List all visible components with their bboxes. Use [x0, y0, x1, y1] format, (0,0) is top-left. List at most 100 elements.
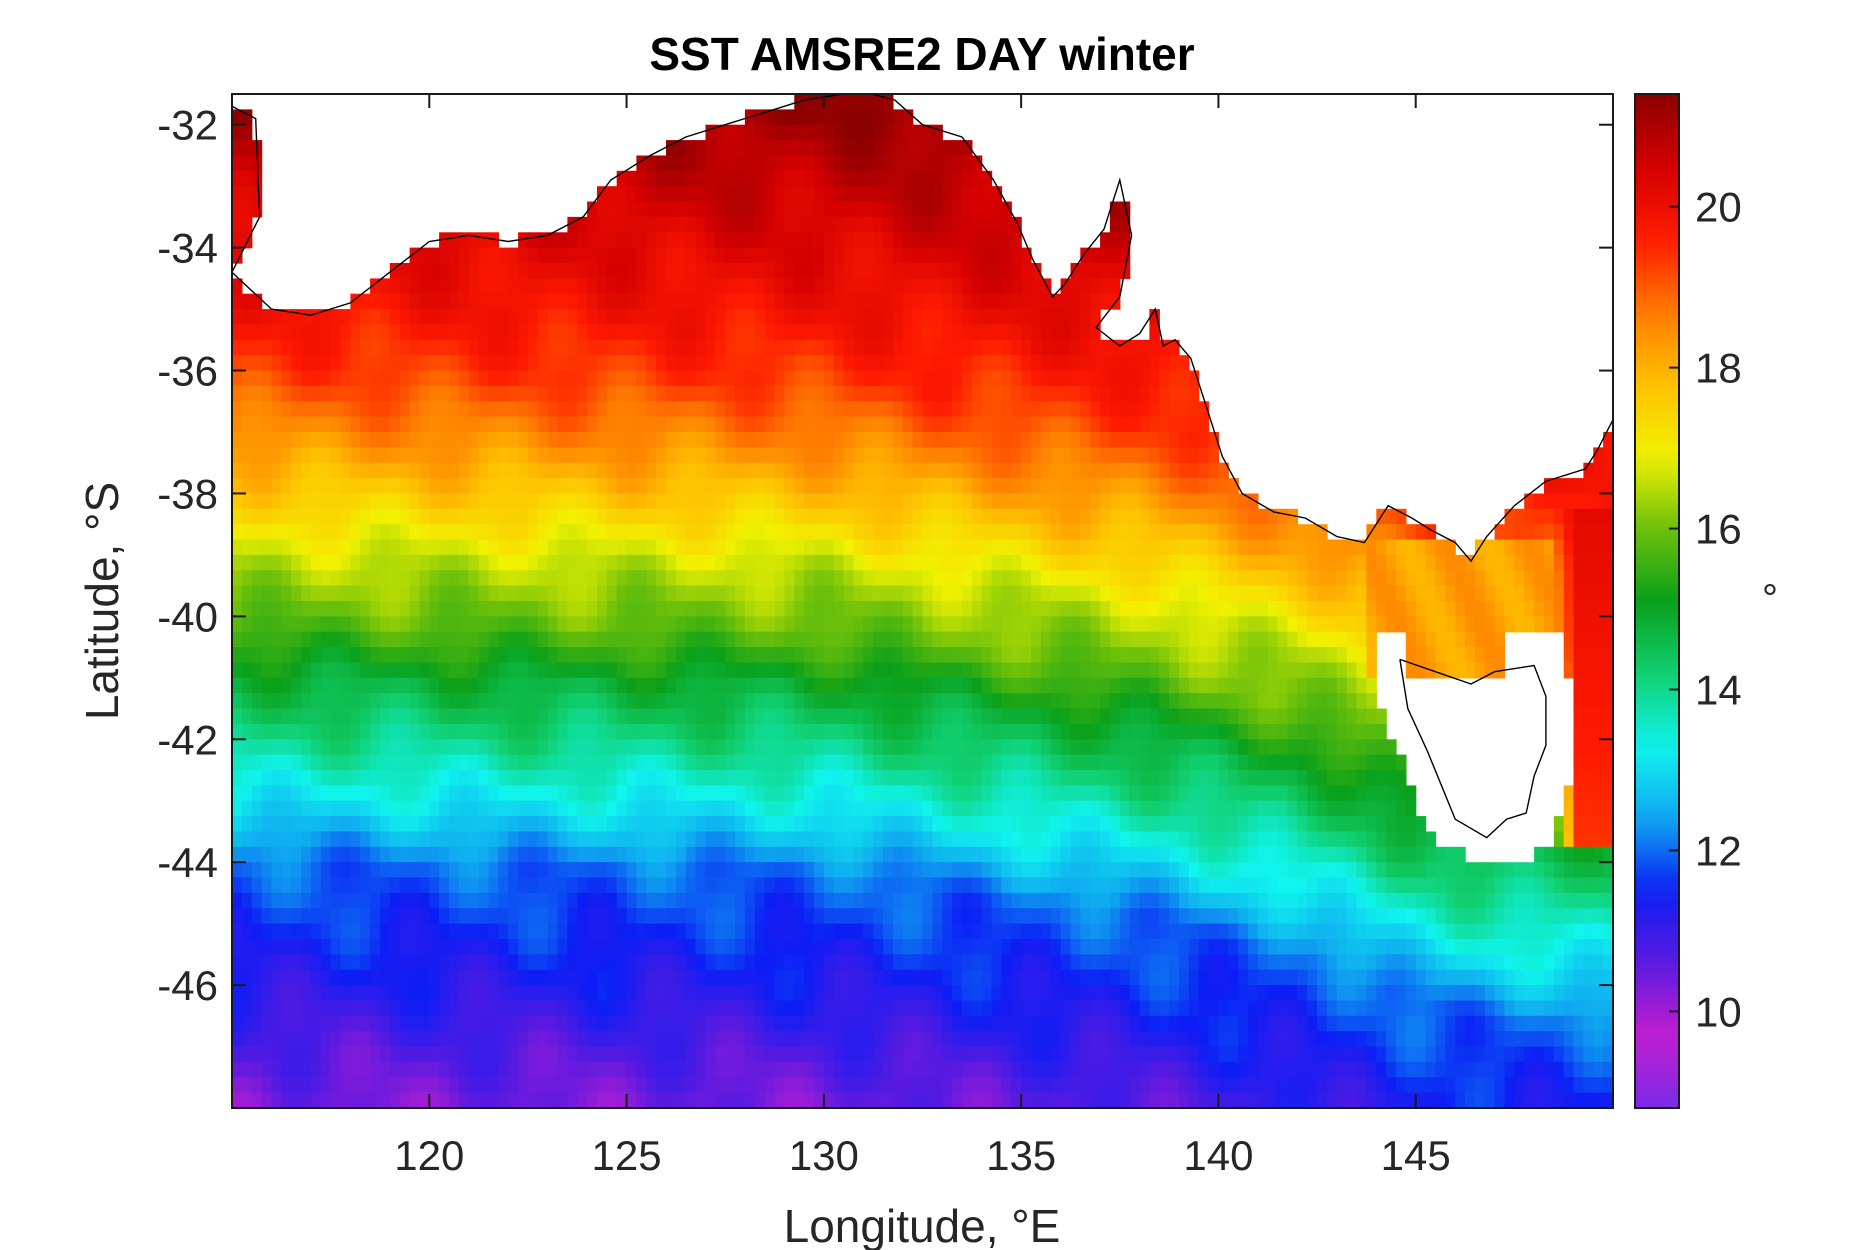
sst-cell	[1169, 401, 1180, 418]
sst-cell	[350, 539, 361, 556]
sst-cell	[833, 585, 845, 602]
sst-cell	[1326, 647, 1338, 664]
sst-cell	[705, 478, 716, 495]
sst-cell	[725, 478, 736, 495]
sst-cell	[1474, 585, 1486, 602]
sst-cell	[439, 708, 450, 725]
sst-cell	[232, 478, 243, 495]
sst-cell	[1573, 493, 1584, 510]
sst-cell	[320, 616, 332, 633]
sst-cell	[626, 647, 638, 664]
sst-cell	[478, 309, 490, 326]
sst-cell	[863, 493, 874, 510]
sst-cell	[666, 554, 677, 571]
sst-cell	[892, 585, 904, 602]
sst-cell	[567, 831, 578, 848]
sst-cell	[715, 631, 726, 648]
sst-cell	[823, 186, 835, 203]
sst-cell	[606, 723, 618, 740]
sst-cell	[429, 800, 440, 817]
sst-cell	[537, 601, 549, 617]
sst-cell	[1593, 631, 1604, 648]
sst-cell	[685, 662, 697, 679]
sst-cell	[1603, 524, 1614, 541]
sst-cell	[1297, 693, 1308, 710]
sst-cell	[557, 339, 568, 356]
sst-cell	[1179, 401, 1190, 418]
sst-cell	[962, 355, 973, 372]
sst-cell	[1001, 293, 1012, 310]
sst-cell	[962, 508, 973, 525]
sst-cell	[685, 293, 697, 310]
sst-cell	[1346, 739, 1358, 756]
sst-cell	[725, 554, 736, 571]
sst-cell	[666, 739, 677, 756]
sst-cell	[1514, 508, 1525, 525]
sst-cell	[715, 462, 726, 479]
sst-cell	[320, 554, 332, 571]
sst-cell	[527, 539, 539, 556]
sst-cell	[666, 170, 677, 187]
sst-cell	[1297, 800, 1308, 817]
sst-cell	[1080, 416, 1091, 433]
sst-cell	[636, 370, 647, 387]
sst-cell	[1090, 309, 1101, 326]
sst-cell	[1021, 770, 1032, 786]
sst-cell	[932, 385, 943, 402]
sst-cell	[892, 816, 904, 833]
sst-cell	[626, 831, 638, 848]
sst-cell	[597, 293, 608, 310]
sst-cell	[232, 862, 243, 879]
sst-cell	[695, 585, 707, 602]
sst-cell	[1090, 647, 1101, 664]
sst-cell	[1109, 355, 1121, 372]
sst-cell	[1277, 601, 1289, 617]
sst-cell	[389, 723, 401, 740]
sst-cell	[754, 462, 766, 479]
sst-cell	[823, 170, 835, 187]
sst-cell	[725, 831, 736, 848]
sst-cell	[1287, 570, 1298, 587]
sst-cell	[902, 201, 914, 218]
sst-cell	[389, 831, 401, 848]
sst-cell	[1031, 539, 1042, 556]
sst-cell	[892, 186, 904, 203]
sst-cell	[695, 278, 707, 295]
sst-cell	[577, 846, 588, 863]
sst-cell	[1149, 324, 1160, 341]
sst-cell	[1179, 385, 1190, 402]
sst-cell	[468, 693, 480, 710]
sst-cell	[360, 846, 371, 863]
sst-cell	[784, 770, 795, 786]
sst-cell	[1090, 846, 1101, 863]
sst-cell	[537, 385, 549, 402]
sst-cell	[705, 385, 716, 402]
sst-cell	[547, 324, 559, 341]
sst-cell	[942, 432, 953, 448]
sst-cell	[291, 693, 302, 710]
sst-cell	[981, 800, 993, 817]
sst-cell	[291, 462, 302, 479]
sst-cell	[1248, 616, 1259, 633]
sst-cell	[863, 370, 874, 387]
sst-cell	[823, 324, 835, 341]
sst-cell	[892, 232, 904, 249]
sst-cell	[666, 723, 677, 740]
sst-cell	[764, 585, 776, 602]
sst-cell	[389, 677, 401, 694]
sst-cell	[1563, 785, 1575, 802]
sst-cell	[330, 554, 342, 571]
sst-cell	[774, 754, 785, 771]
sst-cell	[1524, 601, 1535, 617]
sst-cell	[853, 370, 864, 387]
sst-cell	[577, 309, 588, 326]
sst-cell	[1001, 247, 1012, 264]
sst-cell	[922, 785, 933, 802]
sst-cell	[409, 385, 421, 402]
sst-cell	[261, 647, 273, 664]
sst-cell	[883, 647, 894, 664]
sst-cell	[1011, 401, 1022, 418]
sst-cell	[310, 324, 322, 341]
sst-cell	[804, 370, 815, 387]
sst-cell	[804, 570, 815, 587]
